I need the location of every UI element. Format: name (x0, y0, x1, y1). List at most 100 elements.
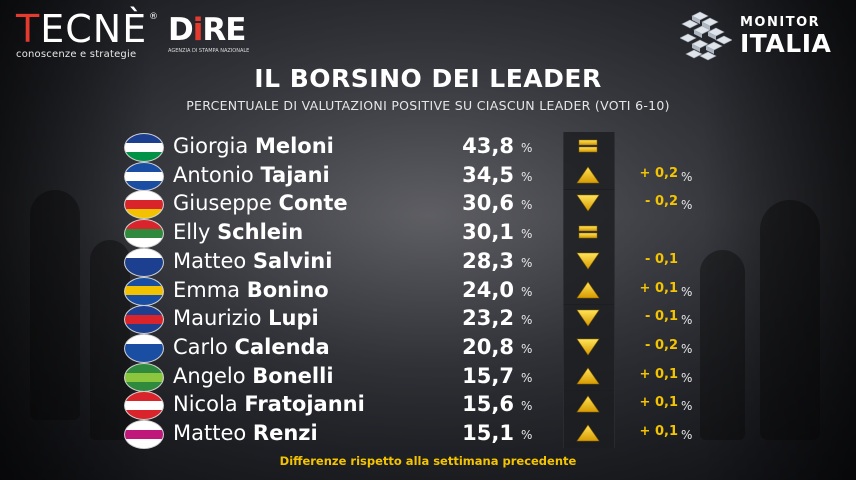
party-logo-icon (124, 161, 164, 191)
weekly-change: - 0,1 (645, 251, 678, 267)
party-logo-icon (124, 190, 164, 220)
trend-cell (563, 218, 615, 248)
party-logo-icon (124, 247, 164, 277)
leader-first-name: Nicola (173, 392, 238, 417)
leader-last-name: Meloni (254, 134, 334, 158)
leader-name: Giorgia Meloni (173, 133, 334, 160)
weekly-change: + 0,1 (639, 424, 678, 439)
percent-sign: % (521, 284, 533, 299)
tecne-logo: TECNÈ ® conoscenze e strategie (16, 7, 158, 60)
approval-value: 28,3 (462, 248, 514, 273)
leader-first-name: Emma (173, 277, 241, 302)
monitor-label: MONITOR (740, 15, 821, 30)
approval-value: 43,8 (462, 134, 514, 158)
page-title: IL BORSINO DEI LEADER (254, 64, 602, 93)
change-percent-sign: % (681, 428, 693, 442)
weekly-change: + 0,1 (639, 366, 678, 382)
leader-last-name: Schlein (217, 220, 304, 245)
percent-sign: % (521, 428, 533, 442)
percent-sign: % (521, 399, 533, 414)
party-logo-icon (124, 391, 164, 421)
leader-first-name: Carlo (173, 334, 228, 359)
leader-first-name: Matteo (173, 248, 247, 273)
party-logo-icon (124, 333, 164, 363)
change-percent-sign: % (681, 313, 693, 328)
leader-name: Giuseppe Conte (173, 190, 348, 217)
trend-cell (563, 419, 615, 448)
percent-sign: % (521, 370, 533, 385)
leader-last-name: Conte (278, 191, 348, 216)
leader-row: Giuseppe Conte 30,6% - 0,2% (0, 189, 856, 220)
leader-name: Carlo Calenda (173, 334, 330, 361)
party-logo-icon (124, 219, 164, 249)
leader-row: Angelo Bonelli 15,7% + 0,1% (0, 361, 856, 392)
leader-first-name: Maurizio (173, 306, 262, 331)
leader-last-name: Renzi (252, 421, 318, 445)
trend-cell (563, 132, 615, 161)
percent-sign: % (521, 141, 533, 155)
leader-name: Maurizio Lupi (173, 305, 319, 332)
leader-last-name: Fratojanni (244, 392, 365, 417)
change-percent-sign: % (681, 198, 693, 213)
leader-row: Matteo Salvini 28,3% - 0,1 (0, 246, 856, 277)
percent-sign: % (521, 255, 533, 270)
approval-value: 24,0 (462, 277, 514, 302)
equal-icon (578, 139, 598, 153)
leader-first-name: Antonio (173, 162, 254, 187)
weekly-change: + 0,1 (639, 395, 678, 411)
leader-name: Elly Schlein (173, 219, 303, 246)
percent-sign: % (521, 341, 533, 356)
leader-name: Emma Bonino (173, 277, 329, 304)
leader-last-name: Bonino (246, 277, 329, 302)
leader-row: Maurizio Lupi 23,2% - 0,1% (0, 304, 856, 335)
leader-row: Nicola Fratojanni 15,6% + 0,1% (0, 390, 856, 421)
change-percent-sign: % (681, 370, 693, 385)
change-percent-sign: % (681, 284, 693, 299)
italia-label: ITALIA (740, 29, 832, 58)
approval-value: 15,1 (462, 421, 514, 445)
approval-value: 15,6 (462, 392, 514, 417)
leader-first-name: Giorgia (173, 134, 249, 158)
leader-last-name: Salvini (252, 248, 333, 273)
approval-value: 15,7 (462, 363, 514, 388)
percent-sign: % (521, 227, 533, 242)
party-logo-icon (124, 362, 164, 392)
leader-row: Matteo Renzi 15,1% + 0,1% (0, 419, 856, 449)
approval-value: 20,8 (462, 334, 514, 359)
arrow-up-icon (576, 395, 600, 413)
leader-first-name: Matteo (173, 421, 247, 445)
percent-sign: % (521, 169, 533, 184)
arrow-up-icon (576, 166, 600, 183)
change-percent-sign: % (681, 169, 693, 184)
party-logo-icon (124, 305, 164, 335)
percent-sign: % (521, 198, 533, 213)
weekly-change: - 0,1 (645, 309, 678, 325)
dire-logo: DiRE AGENZIA DI STAMPA NAZIONALE (168, 12, 250, 54)
change-percent-sign: % (681, 341, 693, 356)
party-logo-icon (124, 276, 164, 306)
party-logo-icon (124, 133, 164, 162)
arrow-down-icon (576, 338, 600, 356)
arrow-up-icon (576, 367, 600, 384)
leader-row: Antonio Tajani 34,5% + 0,2% (0, 160, 856, 191)
weekly-change: + 0,2 (639, 165, 678, 181)
change-percent-sign: % (681, 399, 693, 414)
leader-row: Carlo Calenda 20,8% - 0,2% (0, 332, 856, 363)
arrow-down-icon (576, 309, 600, 327)
leader-last-name: Tajani (260, 162, 330, 187)
footnote: Differenze rispetto alla settimana prece… (279, 454, 577, 468)
leader-row: Giorgia Meloni 43,8% (0, 132, 856, 162)
leader-first-name: Giuseppe (173, 191, 272, 216)
weekly-change: + 0,1 (639, 280, 678, 296)
arrow-up-icon (576, 280, 600, 298)
approval-value: 23,2 (462, 306, 514, 331)
approval-value: 30,1 (462, 220, 514, 245)
leader-name: Angelo Bonelli (173, 363, 334, 390)
cube-logo-icon (680, 11, 732, 61)
leader-row: Emma Bonino 24,0% + 0,1% (0, 275, 856, 306)
approval-value: 34,5 (462, 162, 514, 187)
weekly-change: - 0,2 (645, 337, 678, 353)
leader-name: Antonio Tajani (173, 162, 330, 189)
leader-first-name: Elly (173, 220, 211, 245)
leader-name: Matteo Salvini (173, 248, 332, 275)
